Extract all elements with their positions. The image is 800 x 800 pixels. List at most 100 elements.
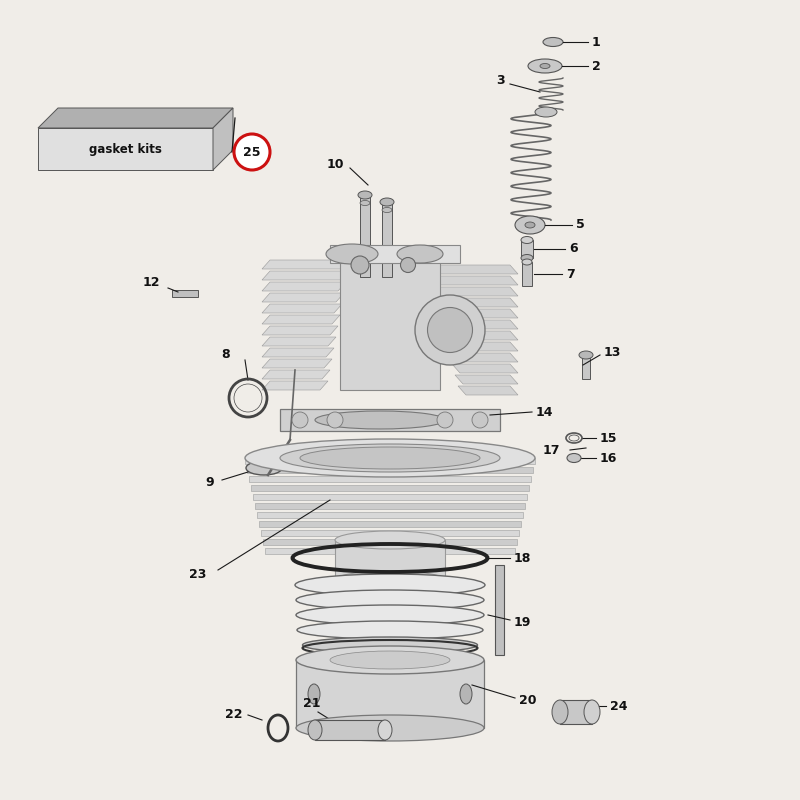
Ellipse shape xyxy=(540,63,550,69)
Ellipse shape xyxy=(515,216,545,234)
Ellipse shape xyxy=(308,684,320,704)
Polygon shape xyxy=(213,108,233,170)
Text: 16: 16 xyxy=(600,451,618,465)
Ellipse shape xyxy=(296,715,484,741)
Polygon shape xyxy=(262,326,338,335)
Polygon shape xyxy=(262,304,342,313)
Ellipse shape xyxy=(521,237,533,243)
Ellipse shape xyxy=(378,720,392,740)
Ellipse shape xyxy=(415,295,485,365)
Ellipse shape xyxy=(521,254,533,262)
Ellipse shape xyxy=(567,454,581,462)
Text: 19: 19 xyxy=(514,615,531,629)
Ellipse shape xyxy=(297,621,483,639)
Bar xyxy=(251,485,529,491)
Text: 5: 5 xyxy=(576,218,585,231)
Ellipse shape xyxy=(302,637,478,653)
Polygon shape xyxy=(458,386,518,395)
Text: 3: 3 xyxy=(496,74,505,87)
Polygon shape xyxy=(296,660,484,728)
Ellipse shape xyxy=(335,531,445,549)
Bar xyxy=(263,539,517,545)
Ellipse shape xyxy=(382,207,392,213)
Bar xyxy=(255,503,525,509)
Bar xyxy=(247,467,533,473)
Text: 18: 18 xyxy=(514,551,531,565)
Ellipse shape xyxy=(528,59,562,73)
Ellipse shape xyxy=(358,191,372,199)
Polygon shape xyxy=(446,342,518,351)
Ellipse shape xyxy=(327,412,343,428)
Text: 24: 24 xyxy=(610,699,627,713)
Text: 23: 23 xyxy=(189,569,206,582)
Ellipse shape xyxy=(397,245,443,263)
Ellipse shape xyxy=(360,201,370,206)
Bar xyxy=(249,476,531,482)
Bar xyxy=(245,458,535,464)
Circle shape xyxy=(234,134,270,170)
Bar xyxy=(259,521,521,527)
Polygon shape xyxy=(431,287,518,296)
Polygon shape xyxy=(262,337,336,346)
Polygon shape xyxy=(434,298,518,307)
Ellipse shape xyxy=(234,384,262,412)
Text: 12: 12 xyxy=(142,277,160,290)
Polygon shape xyxy=(440,320,518,329)
Text: 25: 25 xyxy=(243,146,261,158)
Polygon shape xyxy=(443,331,518,340)
Ellipse shape xyxy=(245,439,535,477)
Ellipse shape xyxy=(308,720,322,740)
Polygon shape xyxy=(452,364,518,373)
Ellipse shape xyxy=(296,646,484,674)
Ellipse shape xyxy=(380,198,394,206)
Text: 8: 8 xyxy=(222,349,230,362)
Ellipse shape xyxy=(522,259,532,265)
Bar xyxy=(522,262,532,286)
Polygon shape xyxy=(425,265,518,274)
Polygon shape xyxy=(449,353,518,362)
Ellipse shape xyxy=(280,444,500,472)
Bar xyxy=(257,512,523,518)
Ellipse shape xyxy=(579,351,593,359)
Ellipse shape xyxy=(535,107,557,117)
Polygon shape xyxy=(262,370,330,379)
Ellipse shape xyxy=(543,38,563,46)
Text: 17: 17 xyxy=(542,443,560,457)
Polygon shape xyxy=(455,375,518,384)
Polygon shape xyxy=(262,348,334,357)
Text: 1: 1 xyxy=(592,35,601,49)
Ellipse shape xyxy=(300,447,480,469)
Ellipse shape xyxy=(584,700,600,724)
Bar xyxy=(280,409,500,431)
Ellipse shape xyxy=(335,571,445,589)
Bar xyxy=(560,700,592,724)
Polygon shape xyxy=(262,271,348,280)
Bar xyxy=(38,128,213,170)
Text: 20: 20 xyxy=(519,694,537,706)
Text: 13: 13 xyxy=(604,346,622,358)
Bar xyxy=(335,540,445,580)
Bar xyxy=(360,195,370,277)
Text: gasket kits: gasket kits xyxy=(89,142,162,155)
Ellipse shape xyxy=(427,307,473,353)
Ellipse shape xyxy=(296,590,484,610)
Bar xyxy=(261,530,519,536)
Polygon shape xyxy=(262,315,340,324)
Ellipse shape xyxy=(525,222,535,228)
Polygon shape xyxy=(262,260,350,269)
Bar xyxy=(315,720,385,740)
Bar xyxy=(495,565,504,655)
Polygon shape xyxy=(437,309,518,318)
Ellipse shape xyxy=(401,258,415,273)
Text: 22: 22 xyxy=(225,707,242,721)
Ellipse shape xyxy=(292,412,308,428)
Polygon shape xyxy=(262,381,328,390)
Bar xyxy=(340,250,440,390)
Bar xyxy=(582,355,590,379)
Ellipse shape xyxy=(330,651,450,669)
Ellipse shape xyxy=(460,684,472,704)
Ellipse shape xyxy=(295,574,485,596)
Text: 6: 6 xyxy=(569,242,578,255)
Bar xyxy=(265,548,515,554)
Text: 9: 9 xyxy=(206,477,214,490)
